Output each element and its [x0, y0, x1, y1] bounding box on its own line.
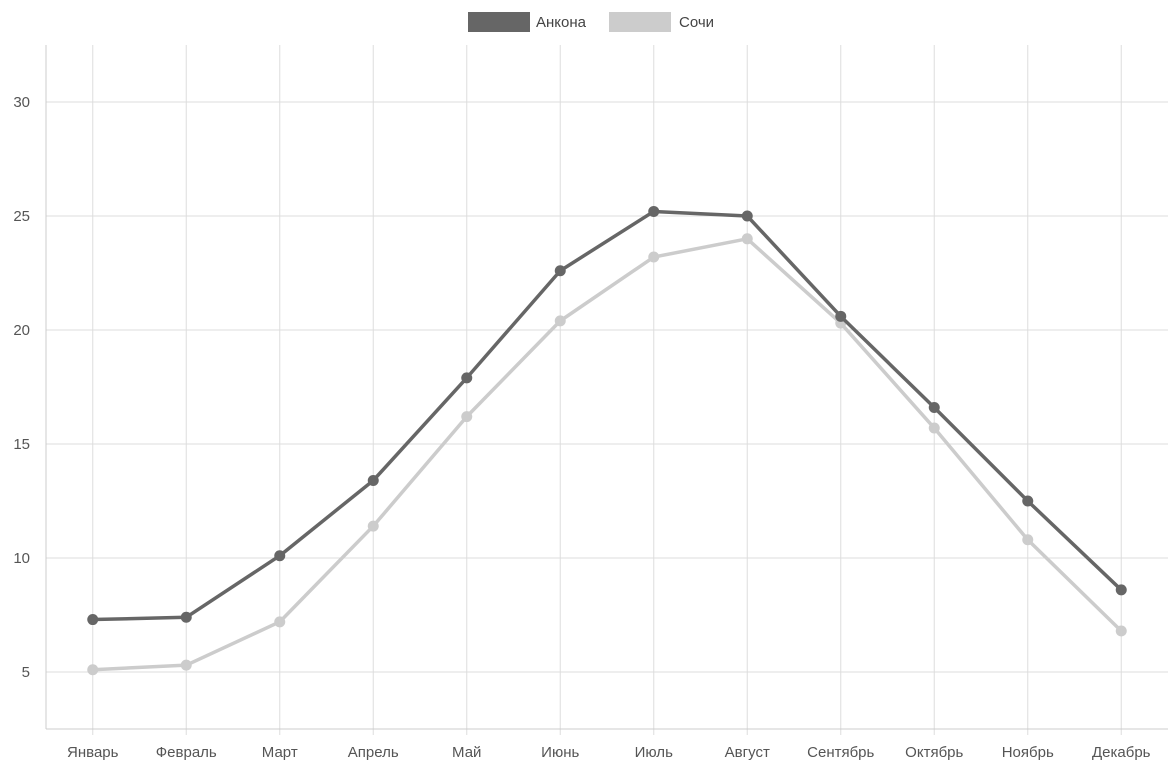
- series-2: [87, 233, 1127, 676]
- x-tick-label: Август: [725, 744, 770, 761]
- y-tick-label: 20: [13, 322, 30, 339]
- x-tick-label: Май: [452, 744, 481, 761]
- data-point[interactable]: [1115, 584, 1127, 596]
- legend-item[interactable]: Сочи: [609, 12, 714, 32]
- legend-swatch: [609, 12, 671, 32]
- data-point[interactable]: [274, 616, 286, 628]
- data-point[interactable]: [461, 372, 473, 384]
- x-tick-label: Февраль: [156, 744, 217, 761]
- x-tick-label: Декабрь: [1092, 744, 1151, 761]
- data-point[interactable]: [554, 315, 566, 327]
- x-tick-label: Апрель: [348, 744, 399, 761]
- data-point[interactable]: [1115, 625, 1127, 637]
- data-point[interactable]: [87, 614, 99, 626]
- series-line: [91, 209, 1123, 622]
- data-point[interactable]: [741, 233, 753, 245]
- y-tick-label: 10: [13, 550, 30, 567]
- data-point[interactable]: [928, 402, 940, 414]
- x-tick-label: Июнь: [541, 744, 579, 761]
- x-tick-label: Июль: [635, 744, 673, 761]
- data-point[interactable]: [648, 251, 660, 263]
- y-tick-label: 15: [13, 436, 30, 453]
- series-1: [87, 205, 1127, 626]
- legend: Анкона Сочи: [468, 12, 714, 32]
- data-point[interactable]: [180, 611, 192, 623]
- legend-item[interactable]: Анкона: [468, 12, 587, 32]
- data-point[interactable]: [367, 474, 379, 486]
- y-tick-label: 30: [13, 94, 30, 111]
- data-point[interactable]: [741, 210, 753, 222]
- legend-label: Анкона: [536, 14, 587, 31]
- data-point[interactable]: [87, 664, 99, 676]
- data-point[interactable]: [180, 659, 192, 671]
- data-point[interactable]: [554, 265, 566, 277]
- data-point[interactable]: [461, 411, 473, 423]
- series-layer: [87, 205, 1127, 676]
- x-tick-label: Октябрь: [905, 744, 963, 761]
- data-point[interactable]: [274, 550, 286, 562]
- data-point[interactable]: [835, 310, 847, 322]
- x-tick-label: Сентябрь: [807, 744, 874, 761]
- data-point[interactable]: [928, 422, 940, 434]
- data-point[interactable]: [648, 205, 660, 217]
- x-tick-label: Март: [262, 744, 298, 761]
- series-line: [91, 237, 1123, 672]
- legend-swatch: [468, 12, 530, 32]
- x-tick-label: Январь: [67, 744, 119, 761]
- data-point[interactable]: [1022, 534, 1034, 546]
- grid: [46, 45, 1168, 735]
- data-point[interactable]: [1022, 495, 1034, 507]
- data-point[interactable]: [367, 520, 379, 532]
- legend-label: Сочи: [679, 14, 714, 31]
- y-tick-label: 25: [13, 208, 30, 225]
- y-tick-label: 5: [22, 664, 30, 681]
- x-tick-label: Ноябрь: [1002, 744, 1054, 761]
- axes: 5 10 15 20 25 30 Январь Февраль Март Апрель Май Июн…: [13, 45, 1168, 761]
